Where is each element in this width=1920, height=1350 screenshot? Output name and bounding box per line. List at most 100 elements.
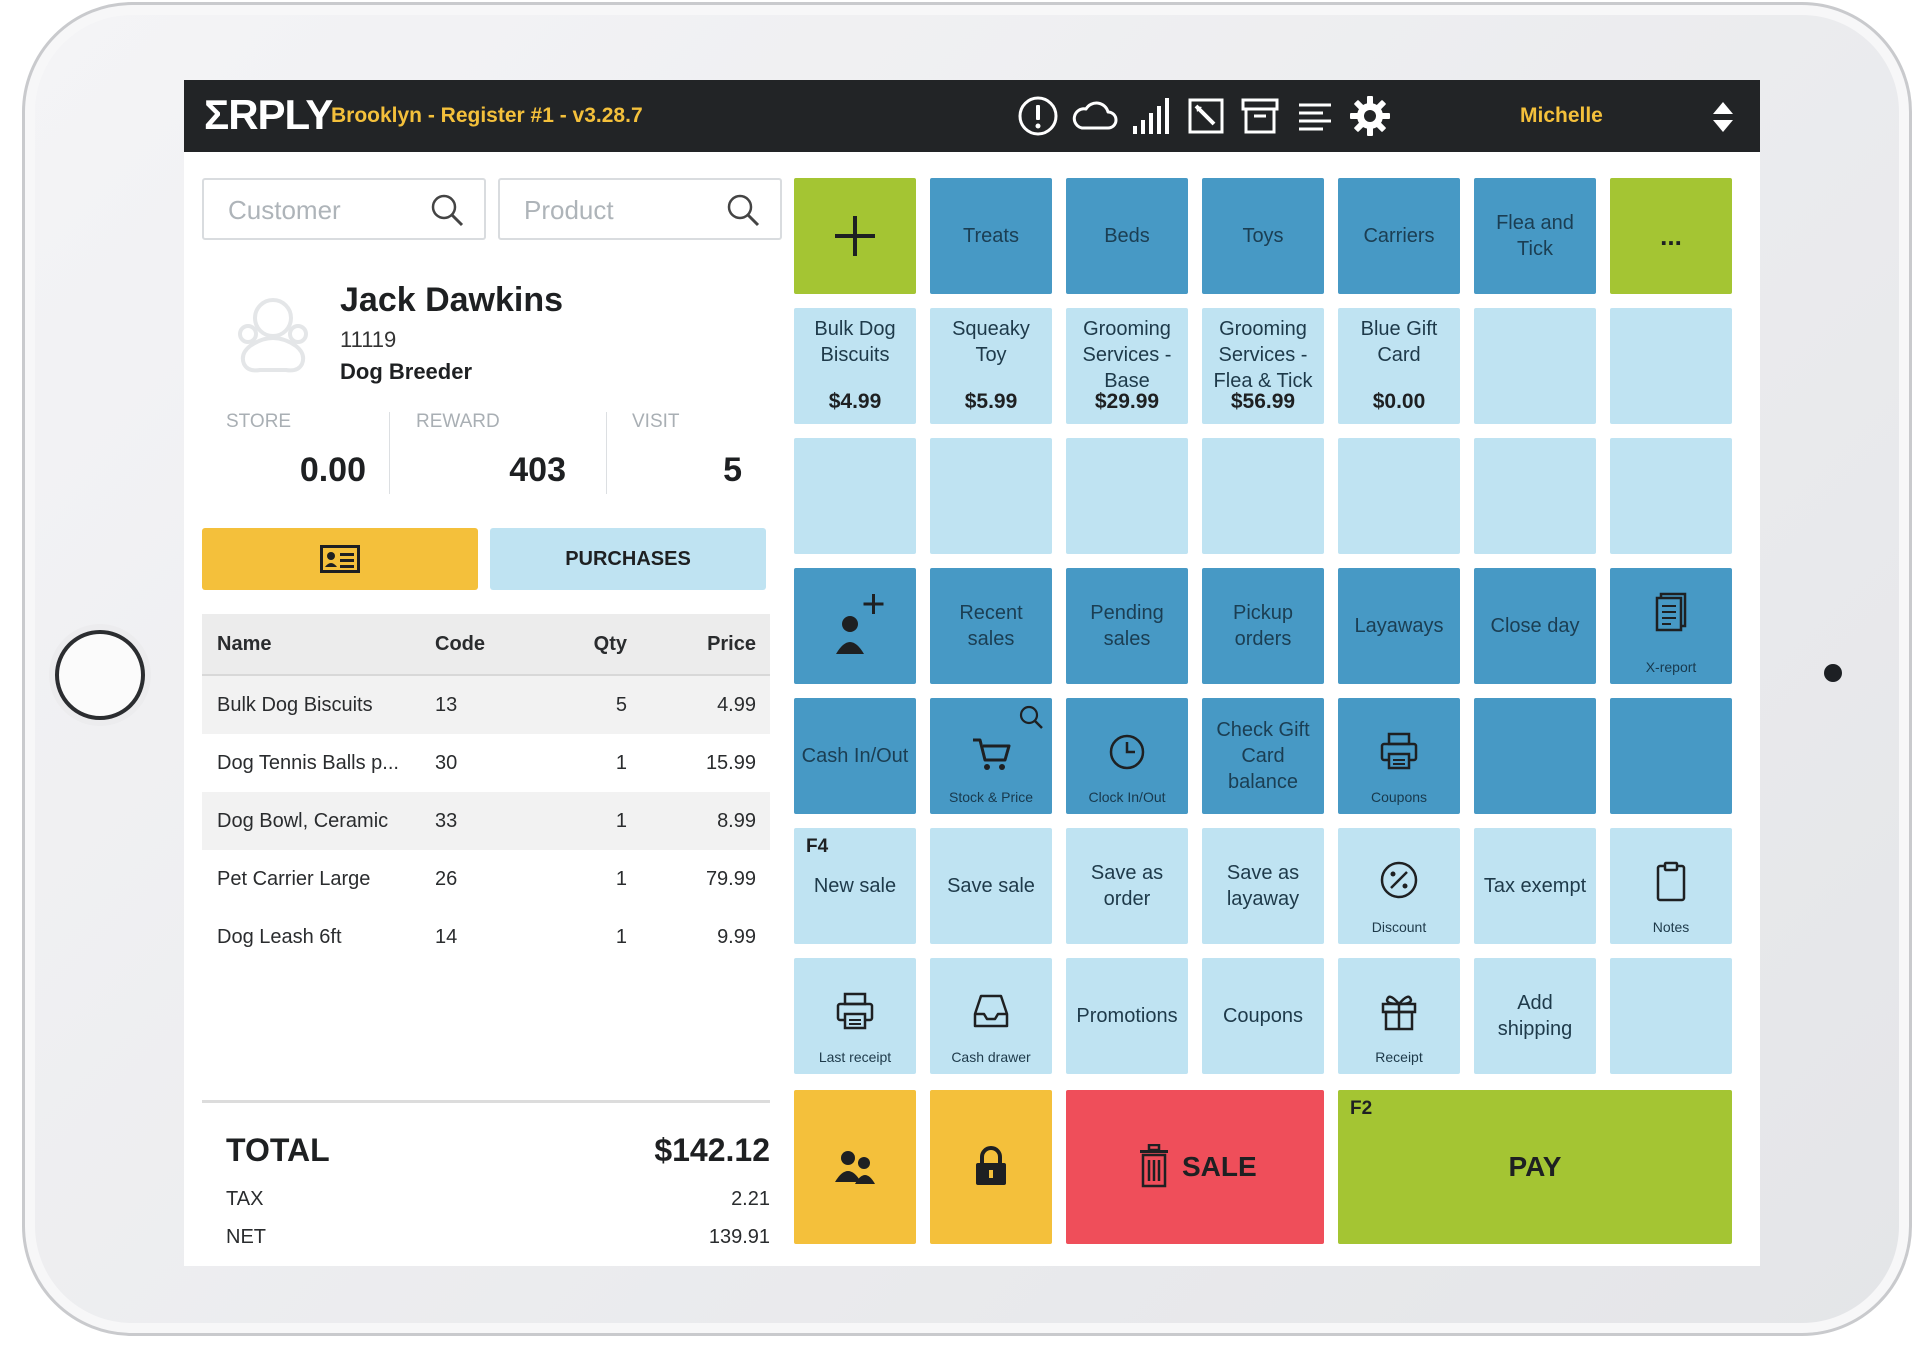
total-value: $142.12 bbox=[654, 1132, 770, 1168]
stat-divider bbox=[389, 412, 390, 494]
category-carriers[interactable]: Carriers bbox=[1338, 178, 1460, 294]
add-shipping-button[interactable]: Add shipping bbox=[1474, 958, 1596, 1074]
delete-sale-button[interactable]: SALE bbox=[1066, 1090, 1324, 1244]
empty-product-tile[interactable] bbox=[1474, 438, 1596, 554]
notes-label: Notes bbox=[1652, 919, 1690, 935]
new-sale-button[interactable]: F4 New sale bbox=[794, 828, 916, 944]
category-toys[interactable]: Toys bbox=[1202, 178, 1324, 294]
customer-search[interactable] bbox=[202, 178, 486, 240]
pay-button[interactable]: F2 PAY bbox=[1338, 1090, 1732, 1244]
layaways-button[interactable]: Layaways bbox=[1338, 568, 1460, 684]
cash-in-out-button[interactable]: Cash In/Out bbox=[794, 698, 916, 814]
x-report-button[interactable]: X-report bbox=[1610, 568, 1732, 684]
customer-name: Jack Dawkins bbox=[340, 281, 564, 319]
product-price: $29.99 bbox=[1094, 390, 1160, 413]
coupons-print-label: Coupons bbox=[1370, 789, 1428, 805]
customer-card-button[interactable] bbox=[202, 528, 478, 590]
settings-icon[interactable] bbox=[1348, 94, 1392, 138]
alert-icon[interactable] bbox=[1016, 94, 1060, 138]
notes-button[interactable]: Notes bbox=[1610, 828, 1732, 944]
cart-table: Name Code Qty Price Bulk Dog Biscuits 13… bbox=[202, 614, 770, 966]
col-code[interactable]: Code bbox=[434, 614, 546, 676]
category-label: Toys bbox=[1242, 225, 1284, 247]
save-as-layaway-button[interactable]: Save as layaway bbox=[1202, 828, 1324, 944]
recent-sales-button[interactable]: Recent sales bbox=[930, 568, 1052, 684]
customers-button[interactable] bbox=[794, 1090, 916, 1244]
empty-product-tile[interactable] bbox=[794, 438, 916, 554]
search-icon[interactable] bbox=[726, 193, 760, 227]
save-as-order-button[interactable]: Save as order bbox=[1066, 828, 1188, 944]
receipt-button[interactable]: Receipt bbox=[1338, 958, 1460, 1074]
discount-label: Discount bbox=[1371, 919, 1427, 935]
category-beds[interactable]: Beds bbox=[1066, 178, 1188, 294]
close-day-button[interactable]: Close day bbox=[1474, 568, 1596, 684]
product-tile[interactable]: Blue Gift Card $0.00 bbox=[1338, 308, 1460, 424]
cloud-icon[interactable] bbox=[1070, 94, 1120, 138]
product-tile[interactable]: Grooming Services - Base $29.99 bbox=[1066, 308, 1188, 424]
row-qty: 1 bbox=[615, 867, 627, 890]
more-categories-button[interactable]: ... bbox=[1610, 178, 1732, 294]
empty-product-tile[interactable] bbox=[1610, 308, 1732, 424]
tax-exempt-button[interactable]: Tax exempt bbox=[1474, 828, 1596, 944]
add-category-button[interactable] bbox=[794, 178, 916, 294]
promotions-label: Promotions bbox=[1076, 1005, 1178, 1027]
home-button[interactable] bbox=[55, 630, 145, 720]
stat-visit-value: 5 bbox=[723, 451, 742, 489]
empty-product-tile[interactable] bbox=[1610, 438, 1732, 554]
clock-in-out-button[interactable]: Clock In/Out bbox=[1066, 698, 1188, 814]
last-receipt-button[interactable]: Last receipt bbox=[794, 958, 916, 1074]
product-tile[interactable]: Bulk Dog Biscuits $4.99 bbox=[794, 308, 916, 424]
signal-icon[interactable] bbox=[1128, 94, 1172, 138]
pending-sales-button[interactable]: Pending sales bbox=[1066, 568, 1188, 684]
total-label: TOTAL bbox=[226, 1132, 330, 1168]
empty-function-tile[interactable] bbox=[1474, 698, 1596, 814]
promotions-button[interactable]: Promotions bbox=[1066, 958, 1188, 1074]
product-price: $4.99 bbox=[828, 390, 882, 413]
col-price[interactable]: Price bbox=[628, 614, 770, 676]
empty-product-tile[interactable] bbox=[1066, 438, 1188, 554]
coupons-print-button[interactable]: Coupons bbox=[1338, 698, 1460, 814]
product-price: $0.00 bbox=[1372, 390, 1426, 413]
product-search[interactable] bbox=[498, 178, 782, 240]
empty-product-tile[interactable] bbox=[1338, 438, 1460, 554]
save-as-layaway-label: Save as layaway bbox=[1226, 862, 1300, 910]
purchases-button[interactable]: PURCHASES bbox=[490, 528, 766, 590]
user-switch-icon[interactable] bbox=[1710, 100, 1736, 134]
edit-icon[interactable] bbox=[1184, 94, 1228, 138]
table-row[interactable]: Dog Bowl, Ceramic 33 1 8.99 bbox=[202, 792, 770, 850]
empty-function-tile[interactable] bbox=[1610, 958, 1732, 1074]
product-tile[interactable]: Grooming Services - Flea & Tick $56.99 bbox=[1202, 308, 1324, 424]
category-flea-and-tick[interactable]: Flea and Tick bbox=[1474, 178, 1596, 294]
cash-drawer-button[interactable]: Cash drawer bbox=[930, 958, 1052, 1074]
lock-button[interactable] bbox=[930, 1090, 1052, 1244]
empty-product-tile[interactable] bbox=[1474, 308, 1596, 424]
save-sale-button[interactable]: Save sale bbox=[930, 828, 1052, 944]
col-name[interactable]: Name bbox=[202, 614, 434, 676]
product-search-input[interactable] bbox=[522, 192, 726, 228]
list-icon[interactable] bbox=[1293, 94, 1337, 138]
archive-icon[interactable] bbox=[1238, 94, 1282, 138]
search-icon[interactable] bbox=[430, 193, 464, 227]
product-name: Grooming Services - Flea & Tick bbox=[1213, 318, 1313, 392]
row-name: Bulk Dog Biscuits bbox=[202, 675, 434, 734]
discount-button[interactable]: Discount bbox=[1338, 828, 1460, 944]
coupons-button[interactable]: Coupons bbox=[1202, 958, 1324, 1074]
product-tile[interactable]: Squeaky Toy $5.99 bbox=[930, 308, 1052, 424]
category-treats[interactable]: Treats bbox=[930, 178, 1052, 294]
empty-product-tile[interactable] bbox=[930, 438, 1052, 554]
table-row[interactable]: Bulk Dog Biscuits 13 5 4.99 bbox=[202, 675, 770, 734]
empty-product-tile[interactable] bbox=[1202, 438, 1324, 554]
pickup-orders-button[interactable]: Pickup orders bbox=[1202, 568, 1324, 684]
table-row[interactable]: Pet Carrier Large 26 1 79.99 bbox=[202, 850, 770, 908]
stock-price-button[interactable]: Stock & Price bbox=[930, 698, 1052, 814]
table-row[interactable]: Dog Leash 6ft 14 1 9.99 bbox=[202, 908, 770, 966]
user-name[interactable]: Michelle bbox=[1520, 104, 1603, 127]
cash-drawer-label: Cash drawer bbox=[951, 1049, 1031, 1065]
table-row[interactable]: Dog Tennis Balls p... 30 1 15.99 bbox=[202, 734, 770, 792]
col-qty[interactable]: Qty bbox=[546, 614, 628, 676]
add-customer-button[interactable] bbox=[794, 568, 916, 684]
printer-icon bbox=[833, 990, 877, 1034]
empty-function-tile[interactable] bbox=[1610, 698, 1732, 814]
check-gift-card-button[interactable]: Check Gift Card balance bbox=[1202, 698, 1324, 814]
customer-search-input[interactable] bbox=[226, 192, 430, 228]
